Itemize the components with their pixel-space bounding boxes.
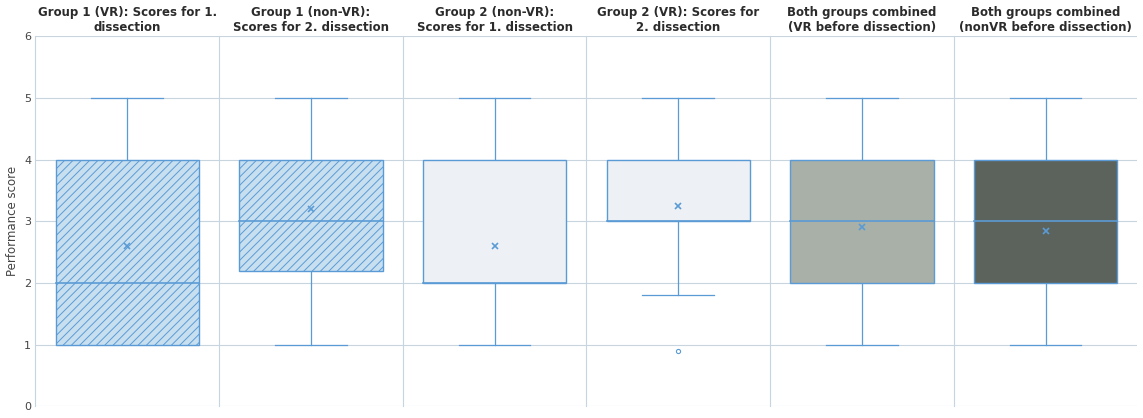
Title: Both groups combined
(VR before dissection): Both groups combined (VR before dissecti… [788, 5, 936, 33]
Title: Both groups combined
(nonVR before dissection): Both groups combined (nonVR before disse… [959, 5, 1132, 33]
Title: Group 2 (VR): Scores for
2. dissection: Group 2 (VR): Scores for 2. dissection [597, 5, 759, 33]
Bar [239, 160, 383, 271]
Title: Group 1 (non-VR):
Scores for 2. dissection: Group 1 (non-VR): Scores for 2. dissecti… [233, 5, 389, 33]
Title: Group 2 (non-VR):
Scores for 1. dissection: Group 2 (non-VR): Scores for 1. dissecti… [416, 5, 573, 33]
Bar [607, 160, 750, 221]
Bar [423, 160, 566, 283]
Bar [974, 160, 1117, 283]
Y-axis label: Performance score: Performance score [6, 166, 18, 276]
Title: Group 1 (VR): Scores for 1.
dissection: Group 1 (VR): Scores for 1. dissection [38, 5, 217, 33]
Bar [790, 160, 934, 283]
Bar [56, 160, 199, 345]
